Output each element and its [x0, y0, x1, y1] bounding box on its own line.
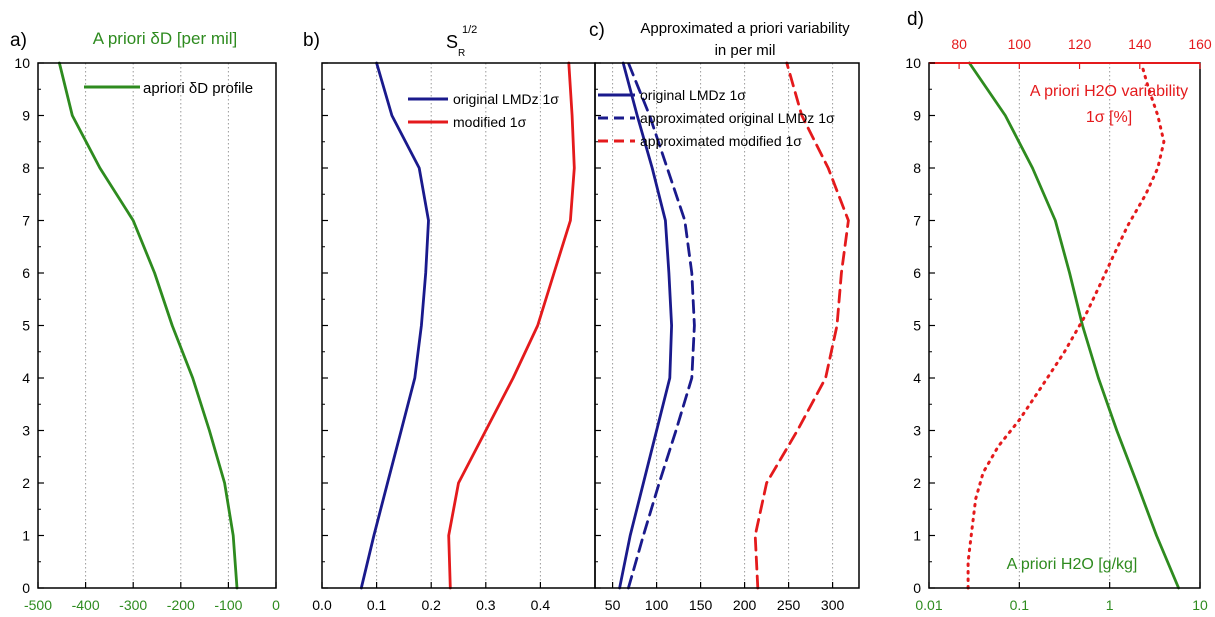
- title-b: S: [446, 32, 458, 52]
- legend-label-b-1: modified 1σ: [453, 114, 527, 130]
- panel-c: c) Approximated a priori variability in …: [589, 20, 860, 613]
- y-tick-label-d-3: 3: [913, 423, 921, 439]
- y-tick-label-d-8: 8: [913, 160, 921, 176]
- x-tick-label-d-1: 0.1: [1010, 597, 1030, 613]
- x-tick-label-c-1: 100: [645, 597, 669, 613]
- top-tick-label-d-4: 160: [1188, 36, 1212, 52]
- legend-label-b-0: original LMDz 1σ: [453, 91, 559, 107]
- y-tick-label-a-7: 7: [22, 213, 30, 229]
- x-tick-label-a-0: -500: [24, 597, 52, 613]
- x-tick-label-b-1: 0.1: [367, 597, 387, 613]
- panel-label-d: d): [907, 9, 924, 30]
- annotation-top-d-line2: 1σ [%]: [1086, 109, 1132, 126]
- plot-frame-b: [321, 62, 596, 589]
- y-tick-label-d-0: 0: [913, 580, 921, 596]
- series-line-b-0: [359, 61, 430, 590]
- top-tick-label-d-2: 120: [1068, 36, 1092, 52]
- y-tick-label-d-9: 9: [913, 108, 921, 124]
- y-tick-label-d-5: 5: [913, 318, 921, 334]
- y-tick-label-d-1: 1: [913, 528, 921, 544]
- panel-a: a) A priori δD [per mil] -500 -400 -300 -20…: [10, 29, 280, 613]
- legend-label-a-0: apriori δD profile: [143, 80, 253, 97]
- legend-c: original LMDz 1σ approximated original L…: [598, 87, 835, 149]
- y-tick-label-a-5: 5: [22, 318, 30, 334]
- series-line-b-1: [447, 61, 576, 590]
- series-line-c-1: [627, 61, 696, 590]
- x-tick-label-c-0: 50: [605, 597, 621, 613]
- title-b-subscript: R: [458, 48, 465, 59]
- x-tick-label-d-2: 1: [1106, 597, 1114, 613]
- y-tick-label-d-7: 7: [913, 213, 921, 229]
- series-line-c-0: [618, 61, 673, 590]
- x-tick-label-a-2: -300: [119, 597, 147, 613]
- y-tick-label-a-6: 6: [22, 265, 30, 281]
- y-tick-label-a-2: 2: [22, 475, 30, 491]
- annotation-bottom-d: A priori H2O [g/kg]: [1007, 556, 1138, 573]
- legend-b: original LMDz 1σ modified 1σ: [408, 91, 559, 130]
- panel-label-b: b): [303, 30, 320, 51]
- title-b-superscript: 1/2: [462, 24, 477, 36]
- y-tick-label-a-1: 1: [22, 528, 30, 544]
- x-tick-label-c-4: 250: [777, 597, 801, 613]
- y-tick-label-a-10: 10: [14, 55, 30, 71]
- x-tick-label-a-1: -400: [72, 597, 100, 613]
- y-tick-label-a-3: 3: [22, 423, 30, 439]
- annotation-top-d: A priori H2O variability: [1030, 83, 1188, 100]
- series-line-a-0: [58, 61, 239, 590]
- x-tick-label-b-0: 0.0: [312, 597, 332, 613]
- series-line-d-0: [968, 61, 1180, 590]
- legend-label-c-0: original LMDz 1σ: [640, 87, 746, 103]
- x-tick-label-c-5: 300: [821, 597, 845, 613]
- x-tick-label-d-0: 0.01: [915, 597, 942, 613]
- x-tick-label-a-4: -100: [214, 597, 242, 613]
- title-c-line1: Approximated a priori variability: [640, 20, 850, 37]
- plot-frame-d: [928, 62, 1201, 589]
- panel-b: b) S 1/2 R 0.0 0.1 0.2 0.3 0.4 original LMDz…: [303, 24, 596, 613]
- x-tick-label-b-3: 0.3: [476, 597, 496, 613]
- series-line-c-2: [753, 61, 850, 590]
- legend-a: apriori δD profile: [84, 80, 253, 97]
- legend-label-c-2: approximated modified 1σ: [640, 133, 802, 149]
- legend-label-c-1: approximated original LMDz 1σ: [640, 110, 835, 126]
- top-tick-label-d-1: 100: [1008, 36, 1032, 52]
- y-tick-label-d-6: 6: [913, 265, 921, 281]
- y-tick-label-a-8: 8: [22, 160, 30, 176]
- y-tick-label-d-4: 4: [913, 370, 921, 386]
- y-tick-label-a-0: 0: [22, 580, 30, 596]
- x-tick-label-a-5: 0: [272, 597, 280, 613]
- y-tick-label-d-2: 2: [913, 475, 921, 491]
- x-tick-label-d-3: 10: [1192, 597, 1208, 613]
- panel-label-c: c): [589, 20, 605, 41]
- y-tick-label-a-4: 4: [22, 370, 30, 386]
- x-tick-label-c-2: 150: [689, 597, 713, 613]
- top-tick-label-d-3: 140: [1128, 36, 1152, 52]
- x-tick-label-b-2: 0.2: [421, 597, 441, 613]
- y-tick-label-d-10: 10: [905, 55, 921, 71]
- x-tick-label-c-3: 200: [733, 597, 757, 613]
- top-tick-label-d-0: 80: [951, 36, 967, 52]
- series-line-d-1: [966, 66, 1166, 590]
- title-c-line2: in per mil: [715, 42, 776, 59]
- panel-label-a: a): [10, 30, 27, 51]
- plot-frame-a: [37, 62, 277, 589]
- x-tick-label-b-4: 0.4: [531, 597, 551, 613]
- title-a: A priori δD [per mil]: [93, 29, 238, 48]
- y-tick-label-a-9: 9: [22, 108, 30, 124]
- x-tick-label-a-3: -200: [167, 597, 195, 613]
